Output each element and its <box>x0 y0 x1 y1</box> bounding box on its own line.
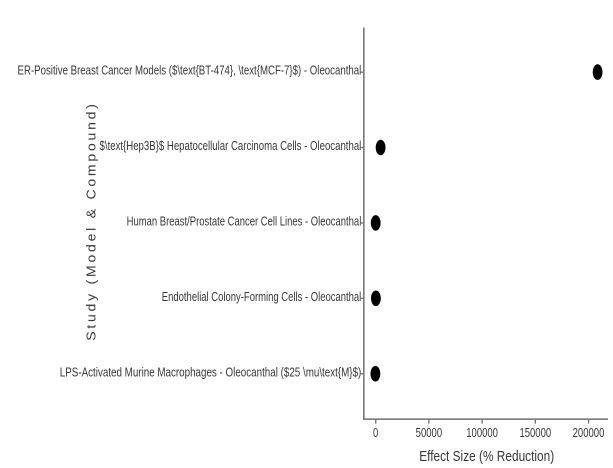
svg-text:Effect Size (% Reduction): Effect Size (% Reduction) <box>419 448 554 465</box>
svg-text:150000: 150000 <box>519 427 551 441</box>
svg-text:Human Breast/Prostate Cancer C: Human Breast/Prostate Cancer Cell Lines … <box>127 215 362 229</box>
svg-text:$\text{Hep3B}$ Hepatocellular: $\text{Hep3B}$ Hepatocellular Carcinoma … <box>100 140 362 154</box>
svg-text:Endothelial Colony-Forming Cel: Endothelial Colony-Forming Cells - Oleoc… <box>162 291 361 305</box>
svg-text:ER-Positive Breast Cancer Mode: ER-Positive Breast Cancer Models ($\text… <box>18 64 362 78</box>
svg-text:Study (Model & Compound): Study (Model & Compound) <box>84 101 98 340</box>
svg-text:LPS-Activated Murine Macrophag: LPS-Activated Murine Macrophages - Oleoc… <box>60 367 362 380</box>
svg-text:100000: 100000 <box>466 427 498 441</box>
svg-text:50000: 50000 <box>416 427 442 441</box>
svg-text:0: 0 <box>373 427 378 441</box>
svg-text:200000: 200000 <box>573 427 605 441</box>
